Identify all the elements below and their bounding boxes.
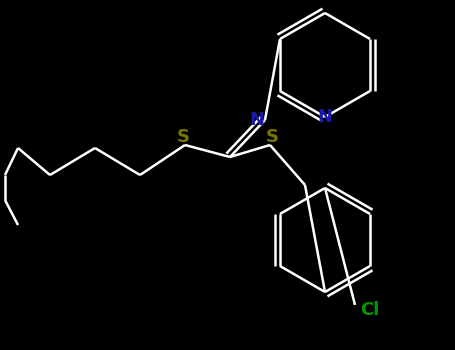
- Text: Cl: Cl: [360, 301, 379, 319]
- Text: N: N: [318, 108, 333, 126]
- Text: S: S: [177, 128, 189, 146]
- Text: S: S: [266, 128, 278, 146]
- Text: N: N: [249, 111, 264, 129]
